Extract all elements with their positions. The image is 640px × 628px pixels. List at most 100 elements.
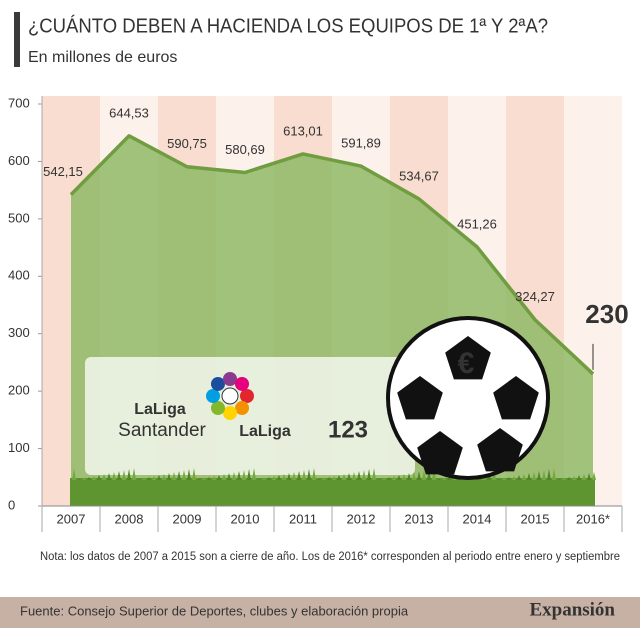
value-label: 580,69 xyxy=(225,142,265,157)
y-tick-label: 200 xyxy=(8,383,30,398)
grass-blade xyxy=(387,477,391,480)
logo-petal xyxy=(240,389,254,403)
chart-subtitle: En millones de euros xyxy=(28,49,177,66)
y-tick-label: 600 xyxy=(8,153,30,168)
brand: Expansión xyxy=(529,599,615,620)
grass-blade xyxy=(112,472,116,480)
grass-blade xyxy=(422,470,426,480)
grass-blade xyxy=(537,471,541,480)
grass-blade xyxy=(332,476,336,480)
x-tick-label: 2013 xyxy=(405,511,434,526)
grass-blade xyxy=(92,476,96,480)
grass-blade xyxy=(327,477,331,480)
grass-blade xyxy=(297,471,301,480)
grass-blade xyxy=(427,469,431,480)
grass-blade xyxy=(197,479,201,480)
value-label: 644,53 xyxy=(109,105,149,120)
grass-blade xyxy=(102,474,106,480)
grass-blade xyxy=(122,470,126,480)
grass-blade xyxy=(247,469,251,480)
value-label: 534,67 xyxy=(399,168,439,183)
grass-blade xyxy=(352,472,356,480)
grass-blade xyxy=(147,477,151,480)
grass-blade xyxy=(342,474,346,480)
logo-petal xyxy=(210,376,225,391)
grass-blade xyxy=(592,472,596,480)
grass-blade xyxy=(152,476,156,480)
x-tick-label: 2016* xyxy=(576,511,610,526)
grass-blade xyxy=(207,477,211,480)
grass-blade xyxy=(407,473,411,480)
grass-blade xyxy=(202,478,206,480)
grass-blade xyxy=(547,469,551,480)
grass-blade xyxy=(282,474,286,480)
grass-blade xyxy=(312,468,316,480)
grass-blade xyxy=(272,476,276,480)
grass-blade xyxy=(187,469,191,480)
grass-blade xyxy=(497,479,501,480)
source: Fuente: Consejo Superior de Deportes, cl… xyxy=(20,603,409,618)
x-tick-label: 2011 xyxy=(289,511,317,526)
grass-blade xyxy=(257,479,261,480)
grass-blade xyxy=(287,473,291,480)
grass-blade xyxy=(517,475,521,480)
y-tick-label: 400 xyxy=(8,268,30,283)
y-tick-label: 0 xyxy=(8,497,15,512)
value-label: 324,27 xyxy=(515,289,555,304)
y-tick-label: 700 xyxy=(8,95,30,110)
grass xyxy=(70,478,595,506)
grass-blade xyxy=(72,468,76,480)
grass-blade xyxy=(127,469,131,480)
logo-text: LaLiga xyxy=(134,401,186,418)
logo-text: Santander xyxy=(118,420,206,441)
logo-panel xyxy=(85,357,415,475)
grass-blade xyxy=(252,468,256,480)
grass-blade xyxy=(567,477,571,480)
grass-blade xyxy=(552,468,556,480)
title-bar xyxy=(14,12,20,67)
value-label: 613,01 xyxy=(283,123,323,138)
x-tick-label: 2008 xyxy=(115,511,144,526)
ball-symbol: € xyxy=(458,347,475,380)
grass-blade xyxy=(572,476,576,480)
grass-blade xyxy=(502,478,506,480)
grass-blade xyxy=(177,471,181,480)
x-tick-label: 2007 xyxy=(57,511,86,526)
grass-blade xyxy=(192,468,196,480)
grass-blade xyxy=(227,473,231,480)
grass-blade xyxy=(142,478,146,480)
grass-blade xyxy=(337,475,341,480)
grass-blade xyxy=(542,470,546,480)
grass-blade xyxy=(307,469,311,480)
grass-blade xyxy=(362,470,366,480)
logo-petal xyxy=(223,406,237,420)
grass-blade xyxy=(87,477,91,480)
value-label: 542,15 xyxy=(43,164,83,179)
grass-blade xyxy=(212,476,216,480)
ball-patch xyxy=(417,431,463,475)
grass-blade xyxy=(267,477,271,480)
x-tick-label: 2010 xyxy=(231,511,260,526)
grass-blade xyxy=(532,472,536,480)
grass-blade xyxy=(167,473,171,480)
grass-blade xyxy=(557,479,561,480)
grass-blade xyxy=(397,475,401,480)
grass-blade xyxy=(512,476,516,480)
grass-blade xyxy=(137,479,141,480)
grass-blade xyxy=(367,469,371,480)
grass-blade xyxy=(302,470,306,480)
grass-blade xyxy=(582,474,586,480)
grass-blade xyxy=(157,475,161,480)
x-tick-label: 2012 xyxy=(347,511,376,526)
grass-blade xyxy=(237,471,241,480)
grass-blade xyxy=(392,476,396,480)
value-label: 590,75 xyxy=(167,136,207,151)
logo-petal xyxy=(210,401,225,416)
ball-patch xyxy=(477,428,523,472)
grass-blade xyxy=(82,478,86,480)
x-tick-label: 2015 xyxy=(521,511,550,526)
x-tick-label: 2009 xyxy=(173,511,202,526)
grass-blade xyxy=(77,479,81,480)
value-label: 230 xyxy=(585,299,628,329)
ball-patch xyxy=(493,376,539,420)
